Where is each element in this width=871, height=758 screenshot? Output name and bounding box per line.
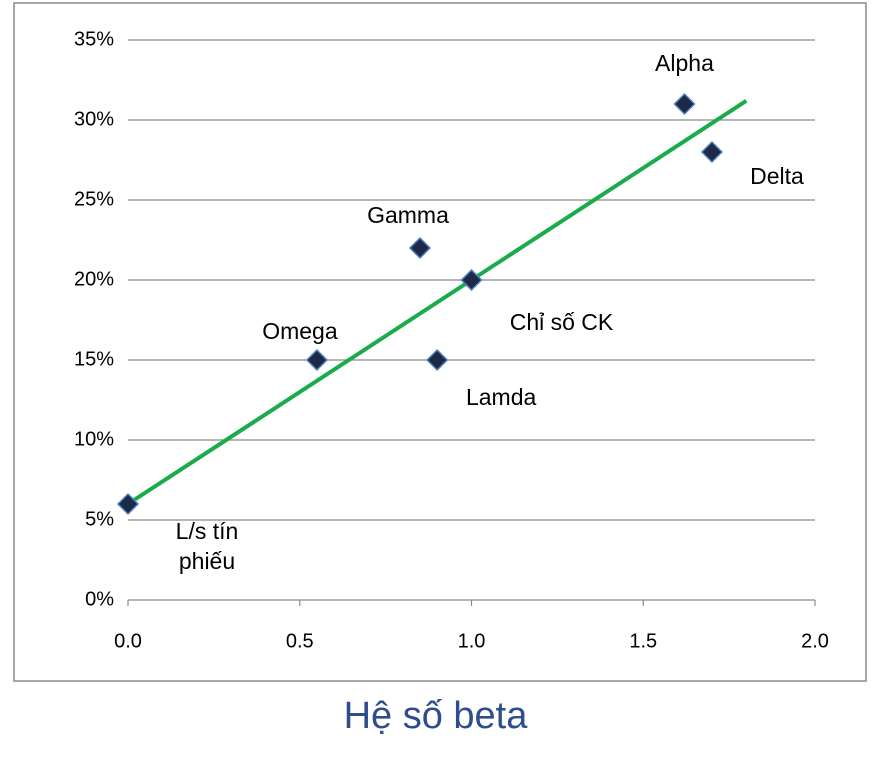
y-tick-label: 30% <box>74 108 114 130</box>
point <box>460 268 483 292</box>
point <box>408 236 432 260</box>
y-tick-label: 5% <box>85 508 114 530</box>
trend-line <box>126 99 748 506</box>
point-label: Omega <box>262 318 338 344</box>
point <box>305 348 328 372</box>
point <box>700 140 724 164</box>
x-tick-label: 1.5 <box>629 630 657 652</box>
point-label: L/s tín phiếu <box>175 518 239 574</box>
point-label: Delta <box>750 163 804 189</box>
x-tick-label: 2.0 <box>801 630 829 652</box>
point <box>426 348 449 372</box>
y-tick-label: 10% <box>74 428 114 450</box>
x-tick-label: 0.5 <box>286 630 314 652</box>
point-label: Alpha <box>655 50 714 76</box>
y-tick-label: 0% <box>85 588 114 610</box>
x-tick-label: 0.0 <box>114 630 142 652</box>
x-axis-title: Hệ số beta <box>343 695 528 737</box>
y-tick-label: 20% <box>74 268 114 290</box>
point-label: Chỉ số CK <box>509 309 614 335</box>
y-tick-label: 35% <box>74 28 114 50</box>
y-tick-label: 25% <box>74 188 114 210</box>
point-label: Gamma <box>367 202 449 228</box>
x-tick-label: 1.0 <box>458 630 486 652</box>
y-tick-label: 15% <box>74 348 114 370</box>
point-label: Lamda <box>465 384 537 410</box>
point <box>116 492 140 516</box>
point <box>673 92 696 116</box>
